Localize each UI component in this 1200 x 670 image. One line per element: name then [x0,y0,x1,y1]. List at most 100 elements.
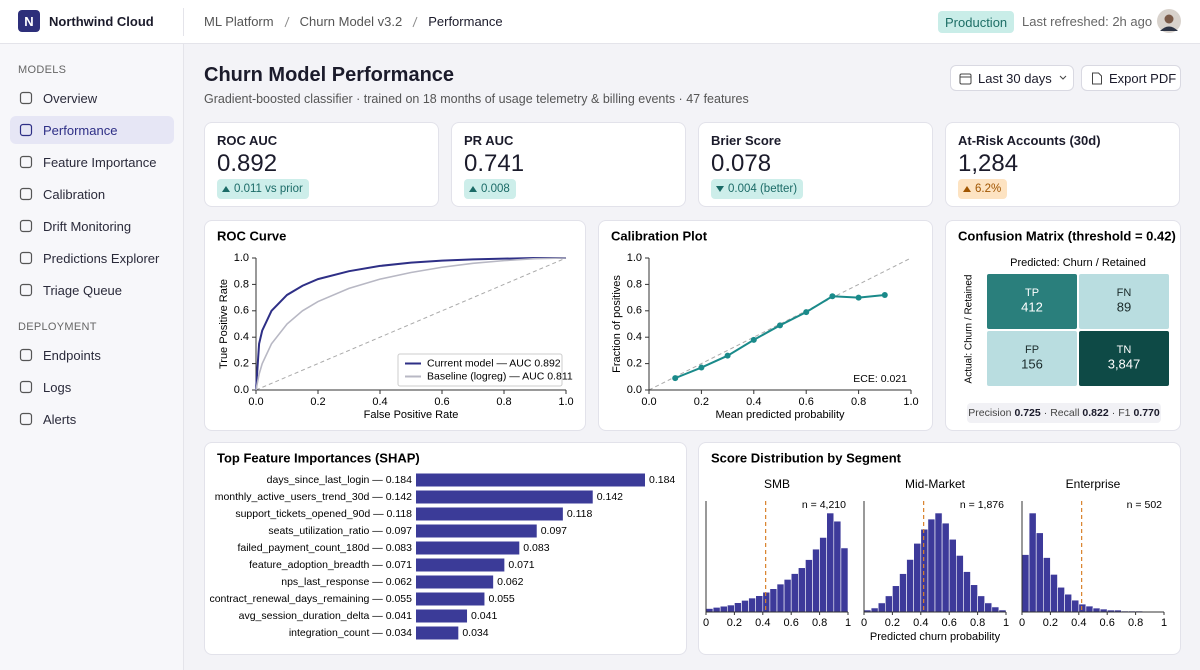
bar-value-label: 0.083 [523,542,549,554]
x-tick-label: 0.8 [812,617,827,629]
breadcrumb-item[interactable]: Churn Model v3.2 [299,14,403,29]
kpi-delta: 6.2% [958,179,1008,199]
histogram-bar [712,607,721,613]
x-tick-label: 0.0 [248,396,263,408]
histogram-bar [776,583,785,613]
y-tick-label: 0.4 [627,331,642,343]
histogram-bar [769,588,778,613]
y-tick-label: 1.0 [627,252,642,264]
x-tick-label: 0 [1019,617,1025,629]
nav-item[interactable]: Calibration [10,180,174,208]
x-tick-label: 0.8 [970,617,985,629]
avatar[interactable] [1157,9,1181,33]
histogram-bar [826,512,835,613]
metric-value: 0.725 [1014,407,1040,419]
series-line [255,257,567,391]
metrics: Precision 0.725 · Recall 0.822 · F1 0.770 [968,407,1160,419]
metrics-bg [967,403,1161,423]
x-axis-label: False Positive Rate [364,409,459,421]
breadcrumb: ML Platform Churn Model v3.2 Performance [204,14,503,29]
kpi-value: 0.892 [217,150,278,177]
y-axis-label: Fraction of positives [611,275,623,373]
bar-category: seats_utilization_ratio — 0.097 [268,525,412,537]
bar [416,541,520,555]
x-axis-label: Mean predicted probability [715,409,845,421]
nav-item[interactable]: Endpoints [10,341,174,369]
histogram-bar [955,555,964,613]
kpi-card: ROC AUC 0.892 0.011 vs prior [204,122,439,207]
subplot-title: Mid-Market [905,477,966,491]
reference-diagonal [255,257,567,391]
x-tick-label: 0.6 [799,396,814,408]
icon-shape [19,155,33,169]
nav-icon [19,219,33,233]
y-tick-label: 0.6 [627,305,642,317]
annotation: ECE: 0.021 [853,373,907,385]
histogram-bar [812,548,820,613]
marker [881,291,888,298]
bar-value-label: 0.071 [508,559,534,571]
calibration-card: Calibration Plot 0.0 0.2 0.4 0.6 0.8 1.0 0.0 0.2… [598,220,933,431]
y-tick-label: 0.4 [234,331,249,343]
marker [750,336,757,343]
trend-arrow [963,186,971,192]
subplot-title: SMB [764,477,790,491]
nav-item[interactable]: Drift Monitoring [10,212,174,240]
kpi-label: At-Risk Accounts (30d) [958,133,1101,148]
nav-item[interactable]: Overview [10,84,174,112]
logo[interactable]: N [18,10,40,32]
nav-item[interactable]: Predictions Explorer [10,244,174,272]
icon-shape [19,412,33,426]
x-tick-label: 0.4 [913,617,928,629]
nav-item[interactable]: Performance [10,116,174,144]
x-tick-label: 0.6 [1100,617,1115,629]
export-button[interactable]: Export PDF [1081,65,1181,91]
histogram-bar [748,597,756,613]
y-tick-label: 0.8 [627,278,642,290]
x-tick-label: 1 [845,617,851,629]
kpi-delta: 0.011 vs prior [217,179,309,199]
x-tick-label: 0.6 [784,617,799,629]
bar [416,558,505,572]
histogram-bar [1064,593,1073,613]
metric-separator: · [1112,407,1116,419]
section-heading: MODELS [18,64,67,76]
chart-svg: Calibration Plot 0.0 0.2 0.4 0.6 0.8 1.0 0.0 0.2… [611,228,919,421]
bar [416,592,485,606]
separator-line [412,16,418,27]
bar-value-label: 0.097 [541,525,567,537]
histogram-bar [892,585,900,613]
histogram-bar [1085,605,1094,613]
breadcrumb-item[interactable]: ML Platform [204,14,274,29]
x-tick-label: 0.2 [727,617,742,629]
cell-name: TP [1025,287,1039,299]
histogram-bar [1035,532,1044,613]
nav-item[interactable]: Alerts [10,405,174,433]
nav-item[interactable]: Logs [10,373,174,401]
x-tick-label: 0.2 [1043,617,1058,629]
chart-svg: Score Distribution by Segment SMB n = 4,21… [703,450,1167,642]
bar-category: avg_session_duration_delta — 0.041 [239,610,413,622]
histogram-bar [977,595,986,613]
breadcrumb-item[interactable]: Performance [428,14,503,29]
icon-shape [19,283,33,297]
metric-name: Recall [1050,407,1079,419]
histogram-bar [1078,603,1087,613]
histogram-bar [941,522,950,613]
nav-item[interactable]: Feature Importance [10,148,174,176]
x-tick-label: 0.4 [1071,617,1086,629]
matrix-cell [1079,274,1169,329]
kpi-delta: 0.008 [464,179,516,199]
kpi-card: At-Risk Accounts (30d) 1,284 6.2% [945,122,1180,207]
histogram-bar [1057,586,1065,613]
histogram-bar [1028,512,1037,613]
date-range-button[interactable]: Last 30 days [950,65,1074,91]
page-title: Churn Model Performance [204,64,455,86]
histogram-bar [970,584,978,613]
histogram-bar [877,602,886,613]
panel-title: Confusion Matrix (threshold = 0.42) [958,228,1176,243]
nav-label: Predictions Explorer [43,250,160,266]
bar [416,473,645,487]
nav-item[interactable]: Triage Queue [10,276,174,304]
separator [412,16,418,27]
